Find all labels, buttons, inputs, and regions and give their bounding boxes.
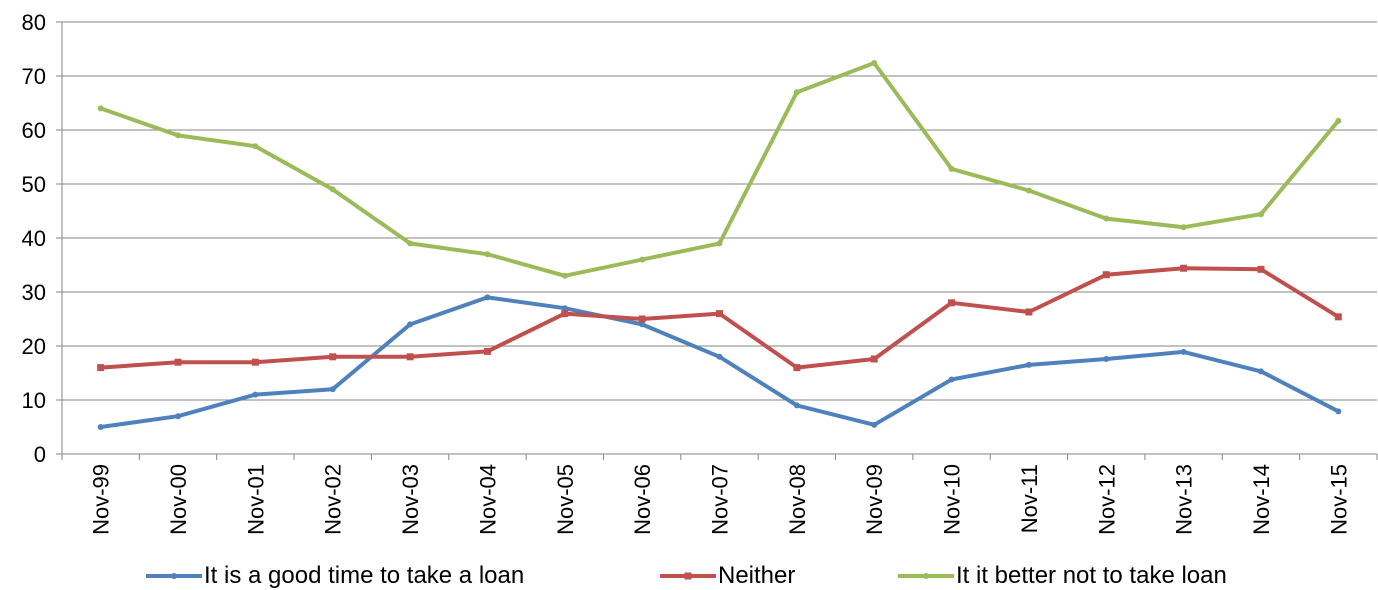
legend-label-better-not: It it better not to take loan: [956, 562, 1227, 589]
point-good-time-Nov-10: [948, 376, 955, 383]
point-good-time-Nov-13: [1180, 348, 1187, 355]
point-better-not-Nov-08: [793, 89, 800, 96]
point-neither-Nov-05: [561, 310, 569, 318]
y-tick-label-70: 70: [22, 64, 46, 89]
legend-label-neither: Neither: [718, 562, 796, 589]
x-tick-label-Nov-00: Nov-00: [166, 464, 191, 535]
point-good-time-Nov-05: [561, 305, 568, 312]
point-good-time-Nov-02: [329, 386, 336, 393]
point-neither-Nov-02: [329, 353, 337, 361]
point-good-time-Nov-14: [1257, 368, 1264, 375]
point-neither-Nov-99: [97, 364, 105, 372]
legend-swatch-better-not: [898, 573, 954, 579]
y-tick-label-0: 0: [34, 442, 46, 467]
point-neither-Nov-15: [1334, 313, 1342, 321]
point-better-not-Nov-00: [175, 132, 182, 139]
series-line-neither: [98, 266, 1341, 370]
point-neither-Nov-12: [1102, 271, 1110, 279]
point-good-time-Nov-04: [484, 294, 491, 301]
line-chart: 0 10 20 30 40 50 60 70 80 Nov-99 Nov-00 Nov-01 Nov-0…: [22, 10, 1378, 535]
y-tick-label-40: 40: [22, 226, 46, 251]
series-lines: [97, 60, 1342, 430]
x-tick-label-Nov-10: Nov-10: [940, 464, 965, 535]
x-tick-label-Nov-08: Nov-08: [785, 464, 810, 535]
point-better-not-Nov-02: [329, 186, 336, 193]
point-better-not-Nov-12: [1103, 215, 1110, 222]
axes: [56, 21, 1378, 460]
point-neither-Nov-07: [716, 310, 723, 318]
x-tick-label-Nov-99: Nov-99: [89, 464, 114, 535]
point-good-time-Nov-15: [1335, 408, 1342, 415]
legend-item-good-time: It is a good time to take a loan: [146, 562, 524, 590]
x-tick-label-Nov-12: Nov-12: [1094, 464, 1119, 535]
point-neither-Nov-08: [793, 364, 801, 372]
y-tick-label-30: 30: [22, 280, 46, 305]
y-tick-label-80: 80: [22, 10, 46, 35]
point-good-time-Nov-07: [716, 353, 723, 360]
legend-item-better-not: It it better not to take loan: [898, 562, 1227, 590]
legend-item-neither: Neither: [660, 562, 795, 590]
x-tick-label-Nov-13: Nov-13: [1172, 464, 1197, 535]
x-tick-label-Nov-03: Nov-03: [398, 464, 423, 535]
point-better-not-Nov-15: [1335, 117, 1342, 124]
x-tick-label-Nov-04: Nov-04: [475, 464, 500, 535]
y-tick-label-50: 50: [22, 172, 46, 197]
x-tick-label-Nov-02: Nov-02: [321, 464, 346, 535]
point-better-not-Nov-05: [561, 272, 568, 279]
legend-marker-better-not: [923, 573, 929, 579]
x-tick-label-Nov-15: Nov-15: [1326, 464, 1351, 535]
point-neither-Nov-01: [251, 358, 259, 366]
legend-marker-neither: [684, 572, 692, 580]
x-tick-label-Nov-01: Nov-01: [243, 464, 268, 535]
point-better-not-Nov-99: [97, 105, 104, 112]
point-better-not-Nov-01: [252, 143, 259, 150]
point-neither-Nov-03: [406, 353, 414, 361]
legend-swatch-good-time: [146, 573, 202, 579]
point-neither-Nov-11: [1025, 308, 1033, 316]
point-good-time-Nov-01: [252, 391, 259, 398]
y-tick-label-20: 20: [22, 334, 46, 359]
point-better-not-Nov-04: [484, 251, 491, 258]
point-good-time-Nov-11: [1025, 361, 1032, 368]
x-tick-label-Nov-09: Nov-09: [862, 464, 887, 535]
point-neither-Nov-10: [948, 299, 956, 307]
x-tick-label-Nov-11: Nov-11: [1017, 464, 1042, 533]
point-neither-Nov-04: [483, 347, 491, 355]
grid-lines: [62, 21, 1377, 401]
point-good-time-Nov-00: [175, 413, 182, 420]
point-better-not-Nov-07: [716, 240, 723, 247]
legend-swatch-neither: [660, 572, 716, 580]
y-tick-label-60: 60: [22, 118, 46, 143]
point-better-not-Nov-14: [1257, 211, 1264, 218]
legend: It is a good time to take a loan Neither…: [0, 562, 1378, 590]
legend-marker-good-time: [171, 573, 177, 579]
point-good-time-Nov-03: [407, 321, 414, 328]
point-good-time-Nov-99: [97, 424, 104, 430]
point-better-not-Nov-06: [639, 256, 646, 263]
point-neither-Nov-00: [174, 358, 182, 366]
point-better-not-Nov-09: [871, 60, 878, 67]
point-good-time-Nov-08: [793, 402, 800, 409]
point-good-time-Nov-09: [871, 421, 878, 428]
point-better-not-Nov-13: [1180, 224, 1187, 231]
x-tick-label-Nov-07: Nov-07: [708, 464, 733, 535]
point-neither-Nov-09: [870, 355, 878, 363]
point-better-not-Nov-11: [1025, 187, 1032, 194]
x-tick-label-Nov-06: Nov-06: [630, 464, 655, 535]
x-tick-label-Nov-05: Nov-05: [553, 464, 578, 535]
point-good-time-Nov-12: [1103, 355, 1110, 362]
point-better-not-Nov-10: [948, 165, 955, 172]
point-neither-Nov-14: [1257, 265, 1265, 273]
y-tick-label-10: 10: [22, 388, 46, 413]
point-neither-Nov-06: [638, 315, 646, 323]
x-tick-label-Nov-14: Nov-14: [1249, 464, 1274, 535]
point-neither-Nov-13: [1180, 264, 1188, 272]
point-good-time-Nov-06: [639, 321, 646, 328]
legend-label-good-time: It is a good time to take a loan: [204, 562, 525, 589]
point-better-not-Nov-03: [407, 240, 414, 247]
tick-labels: 0 10 20 30 40 50 60 70 80 Nov-99 Nov-00 Nov-01 Nov-0…: [22, 10, 1352, 535]
